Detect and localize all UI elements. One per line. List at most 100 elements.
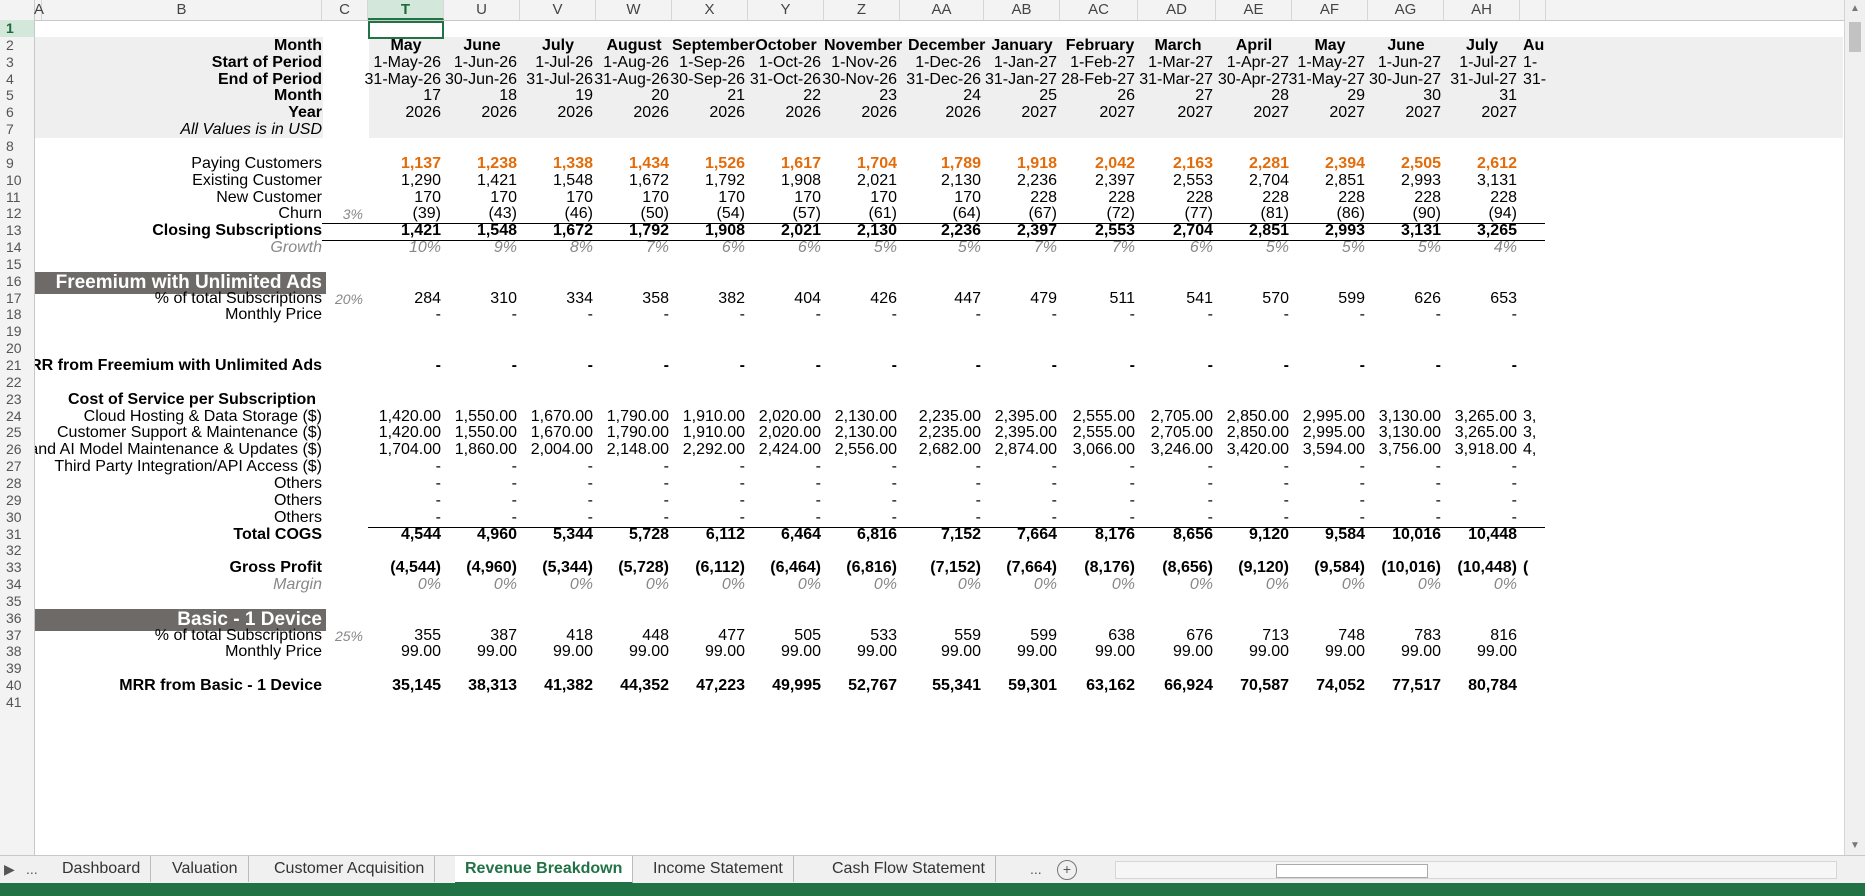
row-header-1[interactable]: 1 [0,20,34,37]
value-cell-r40-c10[interactable]: 66,924 [1164,677,1213,695]
value-cell-r33-c2[interactable]: (5,344) [542,559,593,577]
value-cell-r4-c3[interactable]: 31-Aug-26 [594,70,669,88]
value-cell-r18-c4[interactable]: - [739,306,745,324]
value-cell-r13-c4[interactable]: 1,908 [704,222,745,240]
value-cell-r33-c3[interactable]: (5,728) [618,559,669,577]
value-cell-r29-c5[interactable]: - [815,491,821,509]
value-cell-r29-c13[interactable]: - [1435,491,1441,509]
value-cell-r5-c0[interactable]: 17 [423,87,441,105]
value-cell-r9-c14[interactable]: 2,612 [1476,154,1517,172]
value-cell-r25-c9[interactable]: 2,555.00 [1072,424,1135,442]
tab-revenue-breakdown[interactable]: Revenue Breakdown [455,856,634,884]
pct-input-12[interactable]: 3% [342,206,363,223]
value-cell-r10-c13[interactable]: 2,993 [1400,171,1441,189]
value-cell-r37-c6[interactable]: 533 [870,626,897,644]
value-cell-r13-c0[interactable]: 1,421 [400,222,441,240]
value-cell-r26-c6[interactable]: 2,556.00 [834,441,897,459]
value-cell-r12-c5[interactable]: (57) [792,205,821,223]
value-cell-r40-c12[interactable]: 74,052 [1316,677,1365,695]
value-cell-r12-c12[interactable]: (86) [1336,205,1365,223]
column-header-y[interactable]: Y [748,0,824,20]
value-cell-r6-c5[interactable]: 2026 [785,104,821,122]
column-header-ae[interactable]: AE [1216,0,1292,20]
scroll-down-icon[interactable]: ▼ [1850,840,1860,851]
row-header-41[interactable]: 41 [6,694,22,710]
value-cell-r14-c1[interactable]: 9% [493,239,517,257]
value-cell-r5-c12[interactable]: 29 [1347,87,1365,105]
value-cell-r11-c9[interactable]: 228 [1108,188,1135,206]
value-cell-r3-c4[interactable]: 1-Sep-26 [679,53,745,71]
value-cell-r3-c5[interactable]: 1-Oct-26 [758,53,821,71]
scroll-up-icon[interactable]: ▲ [1850,3,1860,14]
value-cell-r5-c4[interactable]: 21 [727,87,745,105]
value-cell-r3-c9[interactable]: 1-Feb-27 [1070,53,1135,71]
value-cell-r5-c2[interactable]: 19 [575,87,593,105]
value-cell-r34-c3[interactable]: 0% [645,576,669,594]
header-cell-r2-c1[interactable]: June [463,36,501,54]
value-cell-r27-c13[interactable]: - [1435,458,1441,476]
value-cell-r37-c5[interactable]: 505 [794,626,821,644]
row-header-19[interactable]: 19 [6,323,22,340]
value-cell-r24-c14[interactable]: 3,265.00 [1454,407,1517,425]
value-cell-r31-c12[interactable]: 9,584 [1324,525,1365,543]
column-header-ac[interactable]: AC [1060,0,1138,20]
tab-cash-flow-statement[interactable]: Cash Flow Statement [822,856,996,882]
row-header-11[interactable]: 11 [6,188,21,205]
value-cell-r27-c10[interactable]: - [1207,458,1213,476]
value-cell-r34-c0[interactable]: 0% [417,576,441,594]
row-header-33[interactable]: 33 [6,559,22,576]
value-cell-r17-c1[interactable]: 310 [490,289,517,307]
value-cell-r5-c10[interactable]: 27 [1195,87,1213,105]
value-cell-r13-c12[interactable]: 2,993 [1324,222,1365,240]
value-cell-r14-c10[interactable]: 6% [1189,239,1213,257]
value-cell-r29-c4[interactable]: - [739,491,745,509]
value-cell-r13-c9[interactable]: 2,553 [1094,222,1135,240]
value-cell-r3-c1[interactable]: 1-Jun-26 [453,53,517,71]
value-cell-r12-c7[interactable]: (64) [952,205,981,223]
row-header-2[interactable]: 2 [6,36,14,53]
value-cell-r27-c9[interactable]: - [1129,458,1135,476]
tab-income-statement[interactable]: Income Statement [643,856,794,882]
value-cell-r31-c10[interactable]: 8,656 [1172,525,1213,543]
value-cell-r30-c14[interactable]: - [1511,508,1517,526]
value-cell-r4-c10[interactable]: 31-Mar-27 [1139,70,1213,88]
value-cell-r27-c7[interactable]: - [975,458,981,476]
value-cell-r37-c14[interactable]: 816 [1490,626,1517,644]
value-cell-r25-c1[interactable]: 1,550.00 [454,424,517,442]
value-cell-r9-c9[interactable]: 2,042 [1094,154,1135,172]
value-cell-r40-c13[interactable]: 77,517 [1392,677,1441,695]
value-cell-r37-c4[interactable]: 477 [718,626,745,644]
value-cell-r21-c1[interactable]: - [511,357,517,374]
value-cell-r37-c1[interactable]: 387 [490,626,517,644]
row-header-17[interactable]: 17 [6,289,22,306]
value-cell-r18-c2[interactable]: - [587,306,593,324]
pct-input-17[interactable]: 20% [334,290,363,307]
value-cell-r29-c1[interactable]: - [511,491,517,509]
value-cell-r27-c4[interactable]: - [739,458,745,476]
value-cell-r6-c2[interactable]: 2026 [557,104,593,122]
value-cell-r27-c6[interactable]: - [891,458,897,476]
row-header-13[interactable]: 13 [6,222,22,239]
value-cell-r14-c12[interactable]: 5% [1341,239,1365,257]
value-cell-r3-c10[interactable]: 1-Mar-27 [1148,53,1213,71]
value-cell-r40-c14[interactable]: 80,784 [1468,677,1517,695]
value-cell-r38-c2[interactable]: 99.00 [552,643,593,661]
value-cell-r24-c7[interactable]: 2,235.00 [918,407,981,425]
value-cell-r4-c14[interactable]: 31-Jul-27 [1450,70,1517,88]
value-cell-r33-c14[interactable]: (10,448) [1457,559,1517,577]
value-cell-r6-c3[interactable]: 2026 [633,104,669,122]
value-cell-r9-c11[interactable]: 2,281 [1248,154,1289,172]
value-cell-r30-c9[interactable]: - [1129,508,1135,526]
value-cell-r18-c9[interactable]: - [1129,306,1135,324]
value-cell-r29-c10[interactable]: - [1207,491,1213,509]
value-cell-r12-c4[interactable]: (54) [716,205,745,223]
vertical-scrollbar[interactable]: ▲ ▼ [1844,0,1865,855]
value-cell-r25-c14[interactable]: 3,265.00 [1454,424,1517,442]
value-cell-r37-c11[interactable]: 713 [1262,626,1289,644]
value-cell-r14-c3[interactable]: 7% [645,239,669,257]
value-cell-r26-c12[interactable]: 3,594.00 [1302,441,1365,459]
value-cell-r14-c9[interactable]: 7% [1111,239,1135,257]
value-cell-r29-c6[interactable]: - [891,491,897,509]
value-cell-r13-c14[interactable]: 3,265 [1476,222,1517,240]
value-cell-r24-c2[interactable]: 1,670.00 [530,407,593,425]
